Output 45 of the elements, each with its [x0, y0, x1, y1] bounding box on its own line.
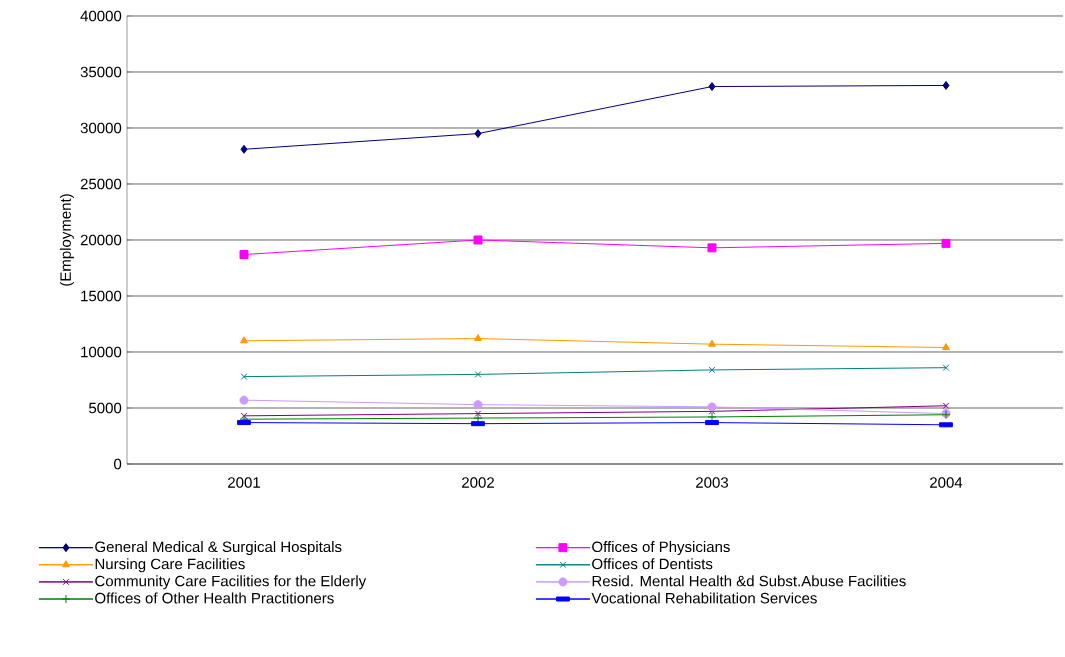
- point: [942, 343, 950, 351]
- legend-label: Vocational Rehabilitation Services: [591, 592, 817, 604]
- legend-label: Offices of Physicians: [592, 541, 730, 556]
- x-tick-label: 2004: [930, 477, 963, 488]
- point: [708, 366, 716, 374]
- x-tick-label: 2003: [696, 477, 729, 488]
- y-axis-title: (Employment): [59, 194, 74, 286]
- legend-label: Offices of Other Health Practitioners: [95, 592, 334, 604]
- point: [474, 410, 482, 417]
- point: [239, 395, 249, 405]
- point: [707, 243, 717, 253]
- x-tick-label: 2001: [228, 477, 260, 488]
- y-tick-label: 40000: [80, 10, 122, 22]
- y-tick-label: 35000: [80, 66, 122, 78]
- legend-label: Community Care Facilities for the Elderly: [95, 575, 367, 590]
- point: [942, 80, 950, 90]
- legend-label: General Medical & Surgical Hospitals: [95, 541, 342, 556]
- x-tick-label: 2002: [462, 477, 494, 488]
- legend-label: Resid. Mental Health &d Subst.Abuse Facilities: [592, 575, 906, 587]
- point: [708, 339, 716, 347]
- y-tick-label: 0: [114, 458, 122, 470]
- point: [474, 334, 482, 342]
- point: [941, 238, 951, 248]
- point: [708, 82, 716, 92]
- y-tick-label: 10000: [81, 346, 122, 358]
- y-tick-label: 15000: [81, 290, 122, 302]
- point: [473, 400, 483, 410]
- point: [473, 413, 483, 423]
- point: [240, 144, 248, 154]
- y-tick-label: 20000: [80, 234, 122, 246]
- legend-label: Nursing Care Facilities: [95, 558, 245, 573]
- point: [473, 235, 483, 245]
- y-tick-label: 30000: [80, 122, 122, 134]
- point: [239, 250, 249, 260]
- point: [707, 402, 717, 412]
- point: [240, 336, 248, 344]
- point: [240, 412, 248, 420]
- point: [942, 402, 950, 410]
- point: [240, 373, 248, 380]
- y-tick-label: 5000: [89, 402, 122, 414]
- legend-label: Offices of Dentists: [592, 558, 713, 570]
- point: [474, 371, 482, 378]
- y-tick-label: 25000: [80, 178, 122, 190]
- point: [474, 129, 482, 139]
- point: [942, 364, 950, 372]
